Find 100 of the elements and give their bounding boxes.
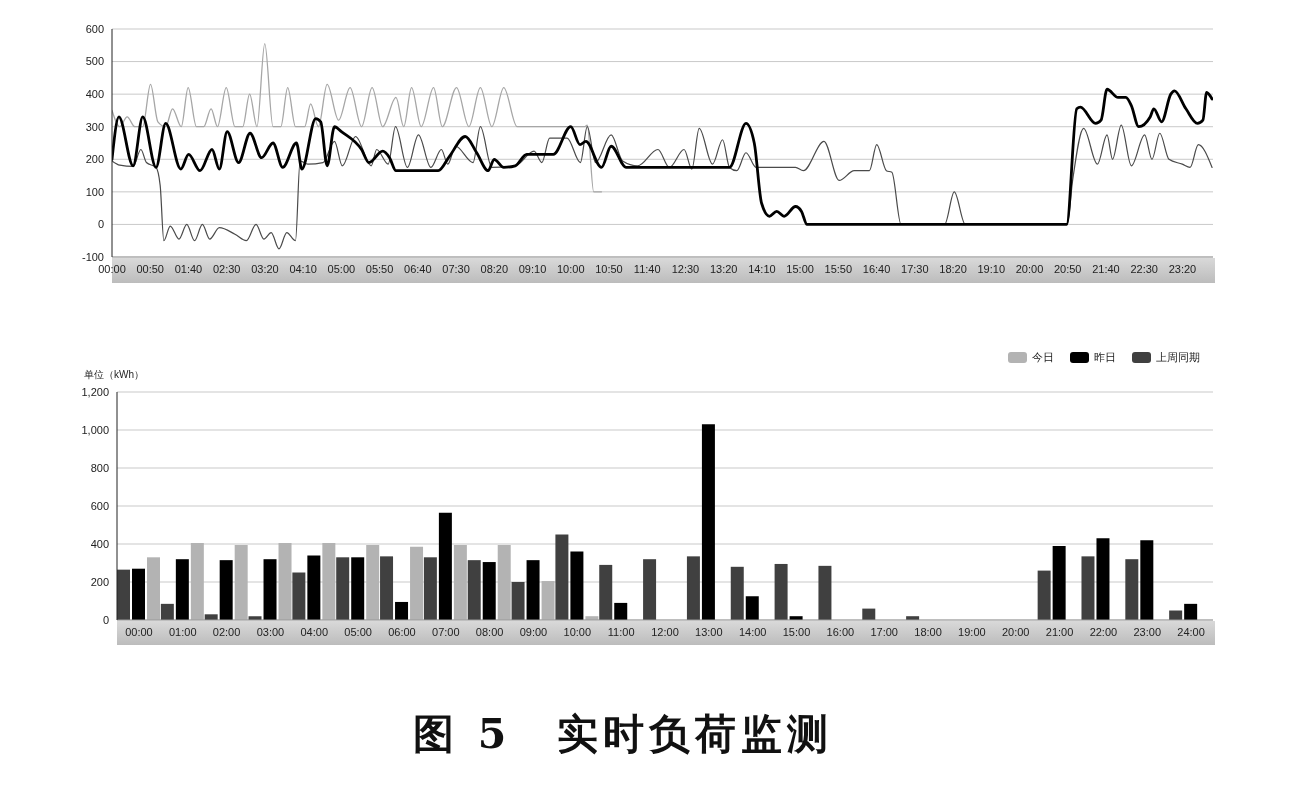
x-tick-label: 15:00 bbox=[786, 262, 814, 275]
x-tick-label: 17:00 bbox=[870, 625, 898, 638]
x-tick-label: 08:20 bbox=[480, 262, 509, 275]
bar bbox=[278, 543, 292, 620]
x-tick-label: 10:50 bbox=[595, 262, 623, 275]
line-series bbox=[112, 124, 1213, 250]
x-tick-label: 11:00 bbox=[607, 625, 635, 638]
x-tick-label: 17:30 bbox=[901, 262, 929, 275]
bar bbox=[774, 563, 788, 620]
y-tick-label: 200 bbox=[85, 153, 104, 166]
y-tick-label: 200 bbox=[90, 575, 109, 588]
bar bbox=[614, 602, 628, 620]
x-tick-label: 11:40 bbox=[633, 262, 661, 275]
x-tick-label: 19:10 bbox=[977, 262, 1006, 275]
bar bbox=[336, 557, 350, 620]
y-tick-label: 800 bbox=[90, 461, 109, 474]
bar bbox=[132, 568, 145, 620]
x-tick-label: 23:20 bbox=[1168, 262, 1197, 275]
x-tick-label: 05:00 bbox=[327, 262, 356, 275]
bar bbox=[175, 559, 189, 620]
bar bbox=[410, 546, 424, 620]
x-tick-label: 20:00 bbox=[1001, 625, 1030, 638]
bar bbox=[1037, 570, 1051, 620]
x-tick-label: 22:30 bbox=[1130, 262, 1158, 275]
y-tick-label: 600 bbox=[90, 499, 109, 512]
x-tick-label: 10:00 bbox=[556, 262, 585, 275]
bar bbox=[1140, 540, 1154, 620]
x-tick-label: 18:00 bbox=[914, 625, 942, 638]
x-tick-label: 13:20 bbox=[709, 262, 738, 275]
x-tick-label: 04:00 bbox=[300, 625, 329, 638]
bar bbox=[686, 556, 700, 620]
x-tick-label: 15:00 bbox=[782, 625, 811, 638]
bar bbox=[643, 559, 657, 620]
x-tick-label: 21:00 bbox=[1045, 625, 1074, 638]
bar bbox=[526, 560, 540, 620]
x-tick-label: 10:00 bbox=[563, 625, 592, 638]
bar bbox=[555, 534, 569, 620]
y-tick-label: 0 bbox=[102, 613, 109, 626]
x-tick-label: 19:00 bbox=[958, 625, 986, 638]
x-tick-label: 00:50 bbox=[136, 262, 164, 275]
x-tick-label: 00:00 bbox=[98, 262, 126, 275]
caption: 图 5 实时负荷监测 bbox=[412, 710, 834, 758]
bar bbox=[453, 544, 467, 620]
bar bbox=[482, 562, 496, 620]
x-tick-label: 24:00 bbox=[1177, 625, 1205, 638]
x-tick-label: 16:40 bbox=[862, 262, 891, 275]
bar bbox=[292, 572, 306, 620]
bar bbox=[599, 564, 613, 620]
bar bbox=[1096, 538, 1110, 620]
bar bbox=[160, 603, 174, 620]
x-tick-label: 14:10 bbox=[748, 262, 776, 275]
x-tick-label: 23:00 bbox=[1133, 625, 1162, 638]
bar bbox=[395, 601, 409, 620]
bar bbox=[1052, 545, 1066, 620]
x-tick-label: 18:20 bbox=[939, 262, 967, 275]
bar bbox=[117, 569, 130, 620]
x-tick-label: 09:10 bbox=[518, 262, 547, 275]
y-tick-label: 1,000 bbox=[81, 423, 109, 436]
x-tick-label: 13:00 bbox=[695, 625, 723, 638]
x-tick-label: 06:40 bbox=[404, 262, 432, 275]
y-tick-label: 600 bbox=[85, 22, 104, 35]
legend-label: 今日 bbox=[1032, 350, 1054, 365]
y-tick-label: 0 bbox=[97, 218, 104, 231]
bar bbox=[438, 512, 452, 620]
x-tick-label: 07:00 bbox=[432, 625, 460, 638]
bar bbox=[366, 544, 380, 620]
bar bbox=[351, 557, 365, 620]
x-tick-label: 21:40 bbox=[1092, 262, 1120, 275]
x-tick-label: 05:50 bbox=[365, 262, 394, 275]
x-tick-label: 16:00 bbox=[826, 625, 855, 638]
x-tick-label: 05:00 bbox=[344, 625, 372, 638]
x-tick-label: 01:40 bbox=[174, 262, 203, 275]
bar bbox=[730, 566, 744, 620]
x-tick-label: 08:00 bbox=[475, 625, 504, 638]
y-tick-label: 300 bbox=[85, 120, 104, 133]
bar bbox=[497, 544, 511, 620]
x-tick-label: 04:10 bbox=[289, 262, 317, 275]
x-tick-label: 12:30 bbox=[671, 262, 700, 275]
bar bbox=[818, 565, 832, 620]
x-tick-label: 03:00 bbox=[256, 625, 285, 638]
bar bbox=[1125, 559, 1139, 620]
bar bbox=[147, 557, 160, 620]
x-tick-label: 22:00 bbox=[1089, 625, 1118, 638]
x-tick-label: 15:50 bbox=[824, 262, 853, 275]
line-series bbox=[112, 43, 603, 193]
bar bbox=[263, 559, 277, 620]
bar bbox=[701, 424, 715, 620]
x-tick-label: 00:00 bbox=[125, 625, 153, 638]
x-tick-label: 02:30 bbox=[212, 262, 241, 275]
y-tick-label: 500 bbox=[85, 55, 104, 68]
bar bbox=[541, 581, 555, 620]
bar bbox=[467, 560, 481, 620]
y-axis-title: 单位（kWh） bbox=[84, 368, 144, 382]
bar bbox=[380, 556, 394, 620]
x-tick-label: 20:50 bbox=[1053, 262, 1082, 275]
x-tick-label: 03:20 bbox=[251, 262, 279, 275]
legend-label: 昨日 bbox=[1094, 350, 1116, 365]
y-tick-label: 400 bbox=[90, 537, 109, 550]
bar bbox=[745, 596, 759, 620]
bar bbox=[322, 543, 336, 620]
